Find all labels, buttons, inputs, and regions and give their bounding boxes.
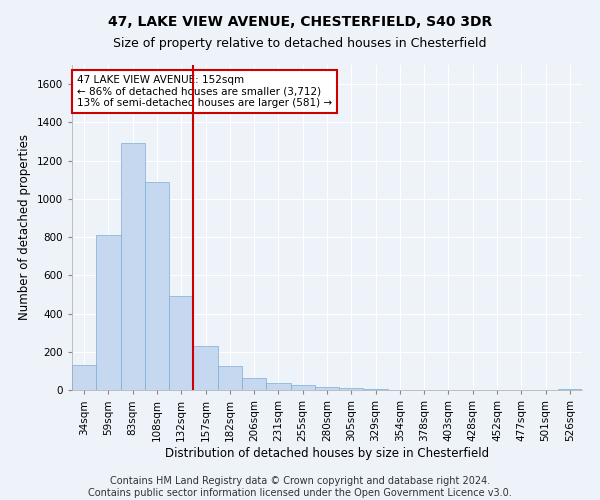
Bar [96,235,121,390]
Bar [169,296,193,390]
X-axis label: Distribution of detached houses by size in Chesterfield: Distribution of detached houses by size … [165,446,489,460]
Bar [193,346,218,390]
Text: 47, LAKE VIEW AVENUE, CHESTERFIELD, S40 3DR: 47, LAKE VIEW AVENUE, CHESTERFIELD, S40 … [108,15,492,29]
Bar [218,366,242,390]
Bar [72,365,96,390]
Bar [266,384,290,390]
Bar [145,182,169,390]
Text: Size of property relative to detached houses in Chesterfield: Size of property relative to detached ho… [113,38,487,51]
Bar [339,388,364,390]
Bar [364,389,388,390]
Text: 47 LAKE VIEW AVENUE: 152sqm
← 86% of detached houses are smaller (3,712)
13% of : 47 LAKE VIEW AVENUE: 152sqm ← 86% of det… [77,74,332,108]
Bar [121,144,145,390]
Bar [242,378,266,390]
Bar [558,389,582,390]
Y-axis label: Number of detached properties: Number of detached properties [18,134,31,320]
Bar [315,387,339,390]
Text: Contains HM Land Registry data © Crown copyright and database right 2024.
Contai: Contains HM Land Registry data © Crown c… [88,476,512,498]
Bar [290,385,315,390]
